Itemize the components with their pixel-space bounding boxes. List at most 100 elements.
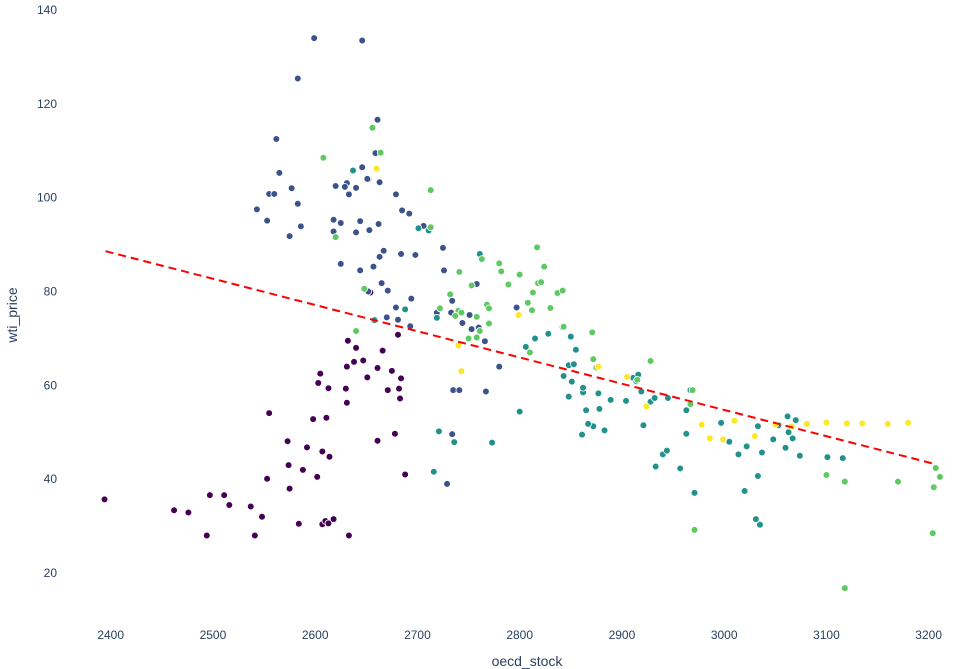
data-point [251,531,259,540]
data-point [589,355,598,363]
data-point [455,386,464,394]
data-point [336,260,345,268]
data-point [568,377,576,386]
data-point [594,362,603,371]
data-point [184,508,193,517]
x-tick-label: 2500 [200,628,227,642]
y-tick-label: 140 [37,3,57,17]
data-point [559,322,568,331]
data-point [202,531,211,540]
data-point [377,279,386,287]
data-point [457,367,466,376]
x-tick-label: 3200 [915,628,942,642]
data-point [363,175,372,183]
data-point [458,319,467,327]
data-point [343,362,351,371]
data-point [283,437,292,446]
data-point [318,447,327,456]
data-point [455,268,464,276]
data-point [342,384,350,393]
data-point [537,278,545,286]
data-point [373,436,382,445]
data-point [310,34,318,42]
data-point [258,512,266,521]
data-point [697,420,706,429]
data-point [350,358,358,366]
data-point [904,419,913,427]
data-point [633,375,642,384]
data-point [407,294,416,303]
data-point [522,343,530,351]
data-point [401,305,409,314]
data-point [465,311,474,319]
data-point [533,243,541,252]
data-point [450,438,459,446]
data-point [451,312,460,320]
data-point [359,356,368,365]
data-point [559,372,568,380]
data-point [751,432,759,440]
data-point [405,209,414,218]
data-point [676,464,684,473]
data-point [435,427,443,436]
data-point [388,367,396,375]
data-point [588,328,597,337]
data-point [858,419,867,428]
data-point [594,389,603,398]
trend-line [105,250,935,465]
data-point [623,373,631,381]
data-point [482,387,490,396]
data-point [457,308,466,317]
data-point [448,430,456,438]
data-point [841,477,849,486]
data-point [682,429,691,438]
data-point [756,520,764,529]
data-point [375,253,384,261]
data-point [368,123,377,132]
data-point [397,374,405,383]
data-point [514,311,523,319]
y-tick-label: 20 [44,566,58,580]
data-point [372,164,381,173]
data-point [287,184,296,193]
data-point [352,327,360,335]
x-tick-label: 2400 [97,628,124,642]
data-point [788,434,797,443]
data-point [397,250,405,258]
data-point [540,262,549,271]
data-point [360,284,369,293]
data-point [329,515,338,523]
data-point [341,183,349,191]
data-point [392,303,400,312]
data-point [650,394,659,402]
data-point [285,232,294,240]
data-point [883,420,892,428]
data-point [411,251,420,259]
data-point [303,443,311,452]
data-point [319,154,328,162]
data-point [433,314,441,322]
data-point [758,448,766,457]
data-point [467,281,476,290]
data-point [682,406,691,415]
data-point [546,304,555,312]
data-point [324,384,333,393]
data-point [769,435,778,444]
y-tick-label: 100 [37,191,57,205]
data-point [584,420,592,428]
data-point [379,246,388,255]
data-point [325,452,334,461]
data-point [838,454,847,462]
data-point [443,480,451,488]
data-point [374,220,383,228]
data-point [512,303,521,312]
data-point [299,466,307,474]
data-point [429,467,438,476]
data-point [572,345,580,354]
data-point [358,163,367,171]
data-point [822,418,831,427]
data-point [488,438,496,447]
data-point [263,216,271,225]
data-point [352,344,360,352]
data-point [349,166,357,175]
